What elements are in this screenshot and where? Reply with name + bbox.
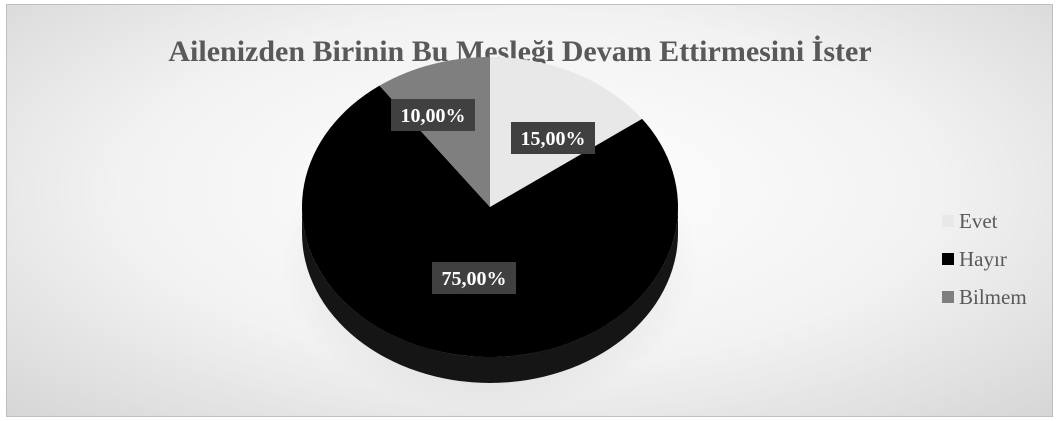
data-label-evet: 15,00% [511, 122, 595, 154]
data-label-bilmem: 10,00% [391, 99, 475, 131]
data-label-text-bilmem: 10,00% [401, 105, 466, 127]
data-label-box-evet [511, 122, 595, 154]
data-labels: 15,00% 75,00% 10,00% [391, 99, 595, 294]
legend-item-hayir: Hayır [942, 240, 1027, 278]
pie-depth [302, 207, 678, 383]
legend-swatch-evet [942, 215, 954, 227]
slice-bilmem [379, 57, 490, 207]
data-label-text-hayir: 75,00% [442, 268, 507, 290]
legend-item-bilmem: Bilmem [942, 278, 1027, 316]
data-label-box-hayir [432, 262, 516, 294]
data-label-text-evet: 15,00% [521, 128, 586, 150]
legend-label-evet: Evet [959, 208, 998, 233]
legend-swatch-hayir [942, 253, 954, 265]
pie-slices [301, 57, 678, 357]
data-label-box-bilmem [391, 99, 475, 131]
legend-label-bilmem: Bilmem [959, 284, 1027, 309]
legend-swatch-bilmem [942, 291, 954, 303]
legend: Evet Hayır Bilmem [942, 202, 1027, 316]
legend-label-hayir: Hayır [959, 246, 1007, 271]
data-label-hayir: 75,00% [432, 262, 516, 294]
slice-side-hayir [302, 207, 678, 383]
legend-item-evet: Evet [942, 202, 1027, 240]
